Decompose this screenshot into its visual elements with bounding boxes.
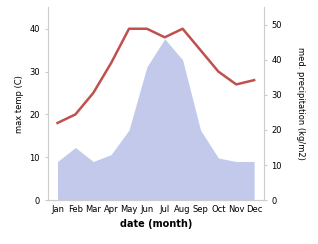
Y-axis label: max temp (C): max temp (C): [15, 75, 24, 133]
Y-axis label: med. precipitation (kg/m2): med. precipitation (kg/m2): [296, 47, 305, 160]
X-axis label: date (month): date (month): [120, 220, 192, 230]
